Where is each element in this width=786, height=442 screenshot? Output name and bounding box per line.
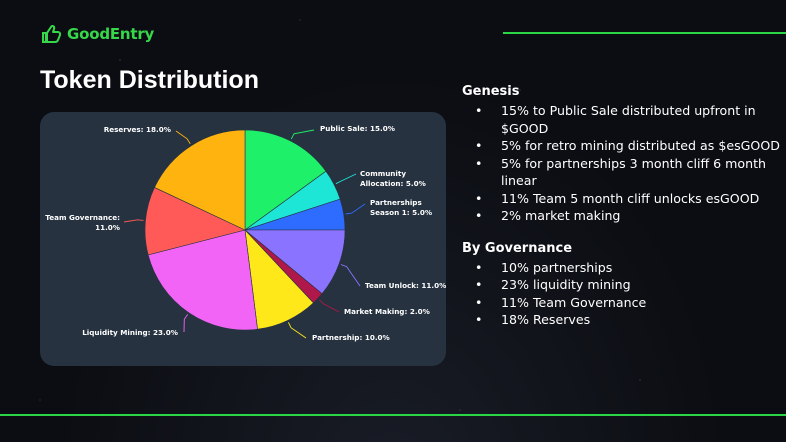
list-item: 11% Team Governance — [462, 294, 782, 312]
slice-label-market-making: Market Making: 2.0% — [344, 307, 430, 316]
list-item: 5% for partnerships 3 month cliff 6 mont… — [462, 155, 782, 190]
genesis-heading: Genesis — [462, 84, 520, 99]
leader-line-team-unlock — [340, 264, 361, 287]
pie-slice-liquidity-mining — [147, 229, 258, 331]
slice-label-public-sale: Public Sale: 15.0% — [320, 124, 395, 133]
leader-line-liquidity-mining — [183, 314, 189, 333]
list-item: 11% Team 5 month cliff unlocks esGOOD — [462, 190, 782, 208]
thumbs-up-icon — [42, 24, 62, 43]
list-item: 10% partnerships — [462, 259, 782, 277]
slice-label-team-governance: Team Governance: 11.0% — [45, 213, 120, 232]
slice-label-community-allocation: Community Allocation: 5.0% — [360, 169, 426, 188]
chart-card: Public Sale: 15.0% Community Allocation: 5… — [40, 112, 446, 366]
pie-slice-team-governance — [144, 187, 246, 256]
list-item: 15% to Public Sale distributed upfront i… — [462, 102, 782, 137]
brand-logo: GoodEntry — [40, 24, 154, 44]
bottom-divider — [0, 414, 786, 416]
leader-line-partnership — [287, 322, 307, 339]
slice-label-team-unlock: Team Unlock: 11.0% — [365, 281, 446, 290]
leader-line-reserves — [175, 130, 191, 145]
top-divider — [503, 32, 786, 34]
genesis-list: 15% to Public Sale distributed upfront i… — [462, 102, 782, 225]
pie-slice-team-unlock — [244, 229, 346, 295]
list-item: 23% liquidity mining — [462, 276, 782, 294]
slice-label-liquidity-mining: Liquidity Mining: 23.0% — [82, 328, 178, 337]
leader-line-public-sale — [290, 129, 315, 140]
leader-line-partnerships-season-1 — [345, 203, 366, 215]
slice-label-reserves: Reserves: 18.0% — [104, 125, 171, 134]
pie-slice-reserves — [154, 129, 246, 231]
list-item: 18% Reserves — [462, 311, 782, 329]
page-title: Token Distribution — [40, 66, 259, 94]
pie-slice-public-sale — [244, 129, 327, 231]
leader-line-community-allocation — [335, 173, 357, 185]
governance-list: 10% partnerships 23% liquidity mining 11… — [462, 259, 782, 329]
brand-name: GoodEntry — [67, 25, 155, 43]
slice-label-partnerships-season-1: Partnerships Season 1: 5.0% — [370, 198, 432, 217]
pie-chart: Public Sale: 15.0% Community Allocation: 5… — [45, 124, 446, 342]
governance-heading: By Governance — [462, 240, 573, 256]
leader-line-team-governance — [123, 219, 144, 223]
list-item: 5% for retro mining distributed as $esGO… — [462, 137, 782, 155]
leader-line-market-making — [319, 299, 340, 313]
slice-label-partnership: Partnership: 10.0% — [312, 333, 390, 342]
list-item: 2% market making — [462, 207, 782, 225]
distribution-notes: Genesis 15% to Public Sale distributed u… — [462, 84, 782, 345]
